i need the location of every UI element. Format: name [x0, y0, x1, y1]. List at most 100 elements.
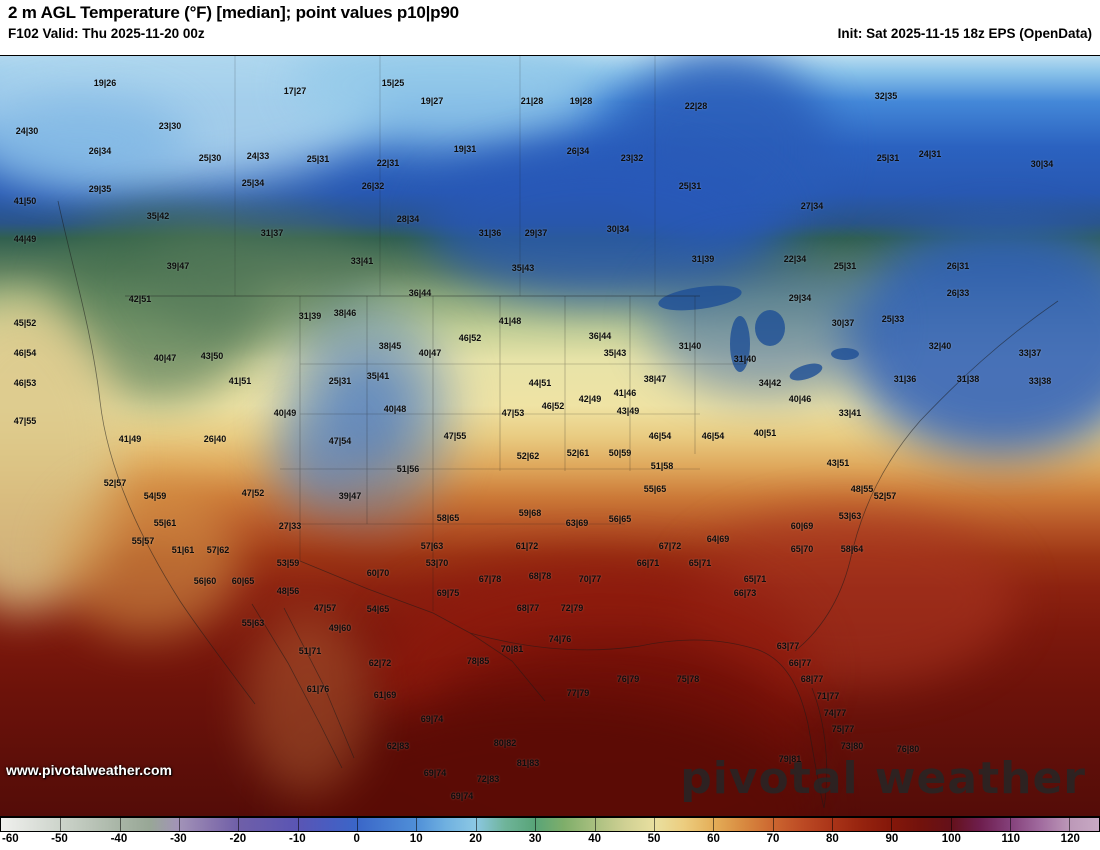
point-value: 58|64	[840, 544, 864, 554]
point-value: 48|55	[850, 484, 874, 494]
point-value: 31|36	[893, 374, 917, 384]
point-value: 58|65	[436, 513, 460, 523]
colorbar-tickmark	[416, 818, 418, 831]
colorbar-tick-label: 70	[766, 833, 780, 845]
point-value: 27|34	[800, 201, 824, 211]
point-value: 33|41	[838, 408, 862, 418]
point-value: 40|47	[418, 348, 442, 358]
province-borders	[234, 56, 656, 296]
point-value: 26|34	[88, 146, 112, 156]
point-value: 61|76	[306, 684, 330, 694]
point-value: 51|71	[298, 646, 322, 656]
point-value: 66|73	[733, 588, 757, 598]
point-value: 31|39	[691, 254, 715, 264]
point-value: 40|49	[273, 408, 297, 418]
point-value: 41|48	[498, 316, 522, 326]
point-value: 78|85	[466, 656, 490, 666]
point-value: 40|47	[153, 353, 177, 363]
point-value: 29|35	[88, 184, 112, 194]
point-value: 19|27	[420, 96, 444, 106]
colorbar-tickmark	[950, 818, 952, 831]
point-value: 56|60	[193, 576, 217, 586]
point-value: 51|61	[171, 545, 195, 555]
point-value: 32|35	[874, 91, 898, 101]
point-value: 39|47	[338, 491, 362, 501]
point-value: 42|49	[578, 394, 602, 404]
point-value: 24|30	[15, 126, 39, 136]
point-value: 68|77	[516, 603, 540, 613]
point-value: 36|44	[408, 288, 432, 298]
point-value: 75|78	[676, 674, 700, 684]
point-value: 25|31	[328, 376, 352, 386]
point-value: 23|32	[620, 153, 644, 163]
point-values-layer: 19|26 17|27 15|25 19|27 21|28 19|28 22|28 32|35…	[0, 56, 1100, 816]
point-value: 77|79	[566, 688, 590, 698]
colorbar-tick-label: 60	[707, 833, 720, 845]
colorbar-tick-label: 100	[941, 833, 961, 845]
point-value: 53|59	[276, 558, 300, 568]
point-value: 30|34	[606, 224, 630, 234]
point-value: 55|61	[153, 518, 177, 528]
point-value: 25|31	[306, 154, 330, 164]
point-value: 43|50	[200, 351, 224, 361]
point-value: 25|33	[881, 314, 905, 324]
lake-huron	[755, 310, 785, 346]
colorbar-tick-labels: -60 -50 -40 -30 -20 -10 0 10 20 30 40 50 60 70 80 90 100…	[0, 832, 1100, 848]
lake-erie	[789, 363, 823, 381]
us-mexico-border	[299, 560, 546, 702]
point-value: 55|63	[241, 618, 265, 628]
point-value: 22|31	[376, 158, 400, 168]
point-value: 52|62	[516, 451, 540, 461]
colorbar-tick-label: -30	[170, 833, 187, 845]
point-value: 26|34	[566, 146, 590, 156]
point-value: 69|74	[420, 714, 444, 724]
point-value: 40|48	[383, 404, 407, 414]
colorbar-tickmark	[297, 818, 299, 831]
point-value: 62|72	[368, 658, 392, 668]
point-value: 36|44	[588, 331, 612, 341]
colorbar-tick-label: -20	[229, 833, 247, 845]
point-value: 22|34	[783, 254, 807, 264]
point-value: 46|52	[458, 333, 482, 343]
colorbar-tick-label: -10	[288, 833, 306, 845]
point-value: 67|78	[478, 574, 502, 584]
point-value: 40|51	[753, 428, 777, 438]
point-value: 80|82	[493, 738, 517, 748]
point-value: 61|69	[373, 690, 397, 700]
point-value: 76|80	[896, 744, 920, 754]
east-coastline	[794, 300, 1059, 652]
colorbar-tick-label: 0	[353, 833, 360, 845]
point-value: 22|28	[684, 101, 708, 111]
point-value: 61|72	[515, 541, 539, 551]
point-value: 46|54	[701, 431, 725, 441]
point-value: 35|41	[366, 371, 390, 381]
colorbar-tickmark	[179, 818, 181, 831]
point-value: 38|47	[643, 374, 667, 384]
lake-michigan	[730, 316, 750, 372]
pivotalweather-logo: pivotal weather	[680, 753, 1086, 804]
point-value: 69|74	[423, 768, 447, 778]
point-value: 63|77	[776, 641, 800, 651]
colorbar-tick-label: 30	[528, 833, 542, 845]
point-value: 31|38	[956, 374, 980, 384]
point-value: 81|83	[516, 758, 540, 768]
lake-ontario	[831, 348, 859, 360]
point-value: 65|70	[790, 544, 814, 554]
point-value: 26|33	[946, 288, 970, 298]
point-value: 39|47	[166, 261, 190, 271]
point-value: 59|68	[518, 508, 542, 518]
point-value: 35|43	[511, 263, 535, 273]
colorbar-tickmark	[60, 818, 62, 831]
point-value: 56|65	[608, 514, 632, 524]
colorbar-tickmark	[891, 818, 893, 831]
point-value: 47|53	[501, 408, 525, 418]
point-value: 52|57	[103, 478, 127, 488]
point-value: 46|53	[13, 378, 37, 388]
point-value: 79|81	[778, 754, 802, 764]
point-value: 26|40	[203, 434, 227, 444]
point-value: 19|28	[569, 96, 593, 106]
point-value: 35|43	[603, 348, 627, 358]
point-value: 51|58	[650, 461, 674, 471]
point-value: 25|31	[678, 181, 702, 191]
